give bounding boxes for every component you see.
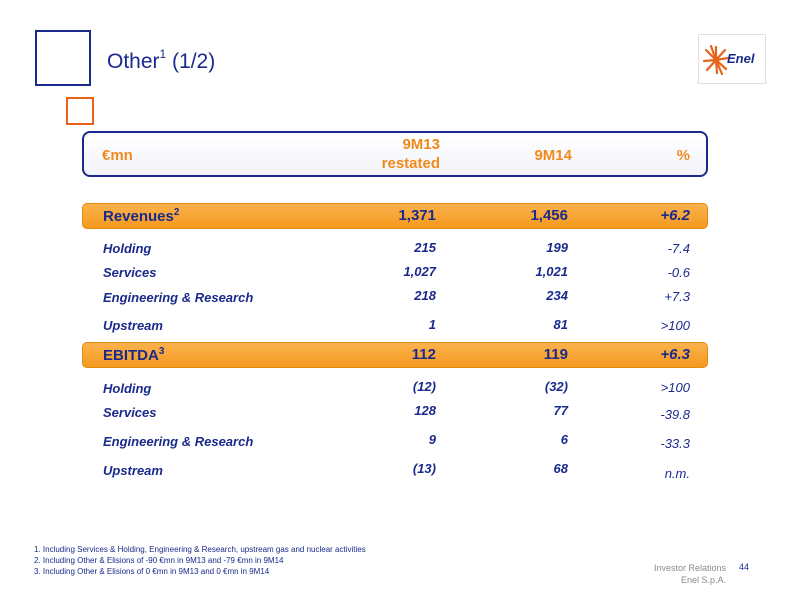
enel-logo: Enel	[698, 34, 766, 84]
row-9m13: 218	[414, 288, 436, 303]
row-9m14: (32)	[544, 379, 568, 394]
footer-line-1: Investor Relations	[653, 563, 726, 573]
ebitda-band	[82, 342, 708, 368]
footnote-1: 1. Including Services & Holding, Enginee…	[34, 545, 366, 554]
header-9m13: 9M13	[402, 136, 440, 153]
footer-company: Investor Relations Enel S.p.A.	[654, 562, 726, 586]
ebitda-9m14: 119	[543, 346, 568, 363]
row-9m14: 1,021	[535, 264, 568, 279]
row-9m14: 77	[553, 403, 568, 418]
row-pct: -33.3	[660, 436, 690, 451]
row-label: Services	[103, 405, 157, 420]
row-label: Upstream	[103, 318, 163, 333]
footnote-3: 3. Including Other & Elisions of 0 €mn i…	[34, 567, 270, 576]
row-9m14: 199	[546, 240, 568, 255]
page-number: 44	[739, 562, 750, 572]
row-pct: n.m.	[664, 466, 690, 481]
revenues-9m14: 1,456	[530, 207, 568, 224]
row-9m13: (13)	[412, 461, 436, 476]
footer-line-2: Enel S.p.A.	[680, 575, 726, 585]
revenues-band	[82, 203, 708, 229]
row-label: Holding	[103, 381, 152, 396]
page-title: Other1 (1/2)	[107, 47, 216, 73]
row-9m13: 215	[414, 240, 436, 255]
row-9m14: 6	[560, 432, 568, 447]
row-9m14: 234	[546, 288, 568, 303]
decorative-blue-square	[35, 30, 91, 86]
ebitda-pct: +6.3	[660, 346, 690, 363]
row-label: Engineering & Research	[103, 290, 254, 305]
footnote-2: 2. Including Other & Elisions of -90 €mn…	[34, 556, 284, 565]
row-pct: -7.4	[667, 241, 690, 256]
header-restated: restated	[381, 155, 440, 172]
decorative-orange-square	[66, 97, 94, 125]
revenues-pct: +6.2	[660, 207, 690, 224]
row-9m13: 1	[428, 317, 436, 332]
header-9m14: 9M14	[534, 147, 572, 164]
header-percent: %	[676, 147, 690, 164]
row-label: Upstream	[103, 463, 163, 478]
row-9m13: 9	[428, 432, 436, 447]
row-pct: >100	[660, 318, 690, 333]
row-pct: -0.6	[667, 265, 690, 280]
row-label: Holding	[103, 241, 152, 256]
revenues-label: Revenues2	[103, 207, 180, 225]
ebitda-label: EBITDA3	[103, 346, 165, 364]
row-9m13: (12)	[412, 379, 436, 394]
row-label: Services	[103, 265, 157, 280]
ebitda-9m13: 112	[411, 346, 436, 363]
row-9m13: 128	[414, 403, 436, 418]
revenues-9m13: 1,371	[398, 207, 436, 224]
row-9m14: 81	[553, 317, 568, 332]
row-label: Engineering & Research	[103, 434, 254, 449]
table-header: €mn 9M13 restated 9M14 %	[82, 131, 708, 177]
header-unit: €mn	[102, 147, 133, 164]
row-pct: -39.8	[660, 407, 690, 422]
logo-text: Enel	[727, 51, 755, 66]
row-pct: +7.3	[664, 289, 690, 304]
enel-sun-icon	[702, 44, 730, 76]
row-9m13: 1,027	[403, 264, 436, 279]
row-9m14: 68	[553, 461, 568, 476]
row-pct: >100	[660, 380, 690, 395]
